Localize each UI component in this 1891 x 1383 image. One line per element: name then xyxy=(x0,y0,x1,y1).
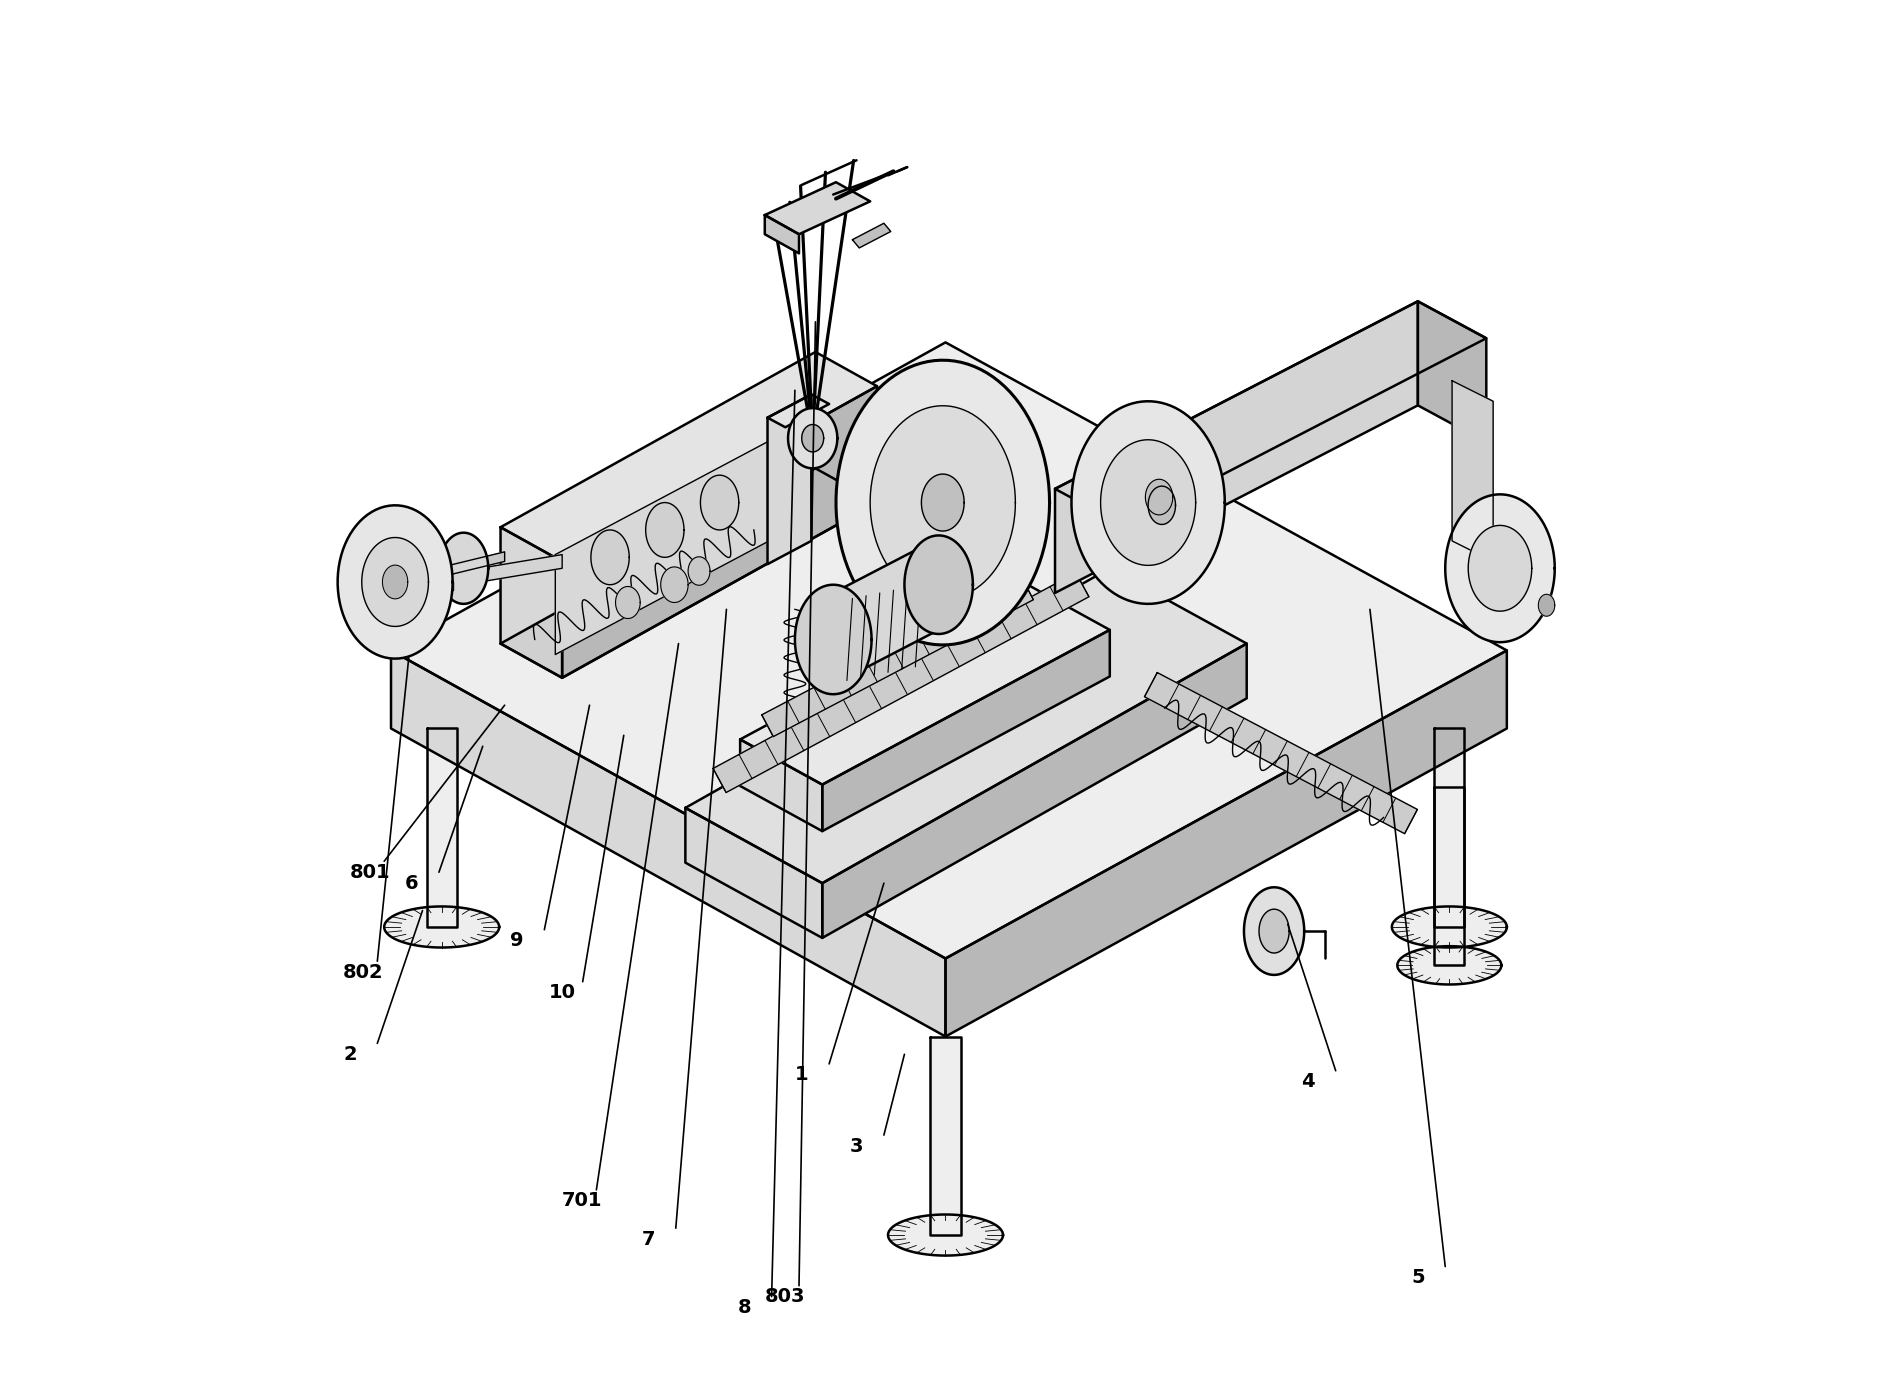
Polygon shape xyxy=(645,502,685,557)
Polygon shape xyxy=(1452,380,1494,561)
Polygon shape xyxy=(889,1214,1002,1256)
Polygon shape xyxy=(685,808,823,938)
Polygon shape xyxy=(1392,906,1507,947)
Polygon shape xyxy=(382,566,408,599)
Polygon shape xyxy=(427,729,458,927)
Polygon shape xyxy=(556,427,794,654)
Polygon shape xyxy=(391,343,1507,958)
Polygon shape xyxy=(1539,595,1554,617)
Polygon shape xyxy=(1244,888,1305,975)
Polygon shape xyxy=(768,394,811,564)
Text: 2: 2 xyxy=(342,1044,357,1064)
Polygon shape xyxy=(408,552,505,585)
Text: 6: 6 xyxy=(405,874,418,892)
Polygon shape xyxy=(1259,909,1290,953)
Polygon shape xyxy=(739,585,1110,784)
Polygon shape xyxy=(946,650,1507,1036)
Text: 7: 7 xyxy=(641,1229,654,1249)
Polygon shape xyxy=(616,586,641,618)
Polygon shape xyxy=(768,394,828,427)
Polygon shape xyxy=(384,906,499,947)
Polygon shape xyxy=(921,474,964,531)
Polygon shape xyxy=(1467,526,1532,611)
Polygon shape xyxy=(688,557,709,585)
Polygon shape xyxy=(1433,787,1464,965)
Polygon shape xyxy=(764,214,800,253)
Polygon shape xyxy=(1144,672,1418,834)
Polygon shape xyxy=(501,469,877,678)
Text: 10: 10 xyxy=(548,983,575,1003)
Polygon shape xyxy=(1072,401,1225,604)
Polygon shape xyxy=(794,585,872,694)
Text: 8: 8 xyxy=(737,1299,751,1317)
Polygon shape xyxy=(789,408,838,469)
Text: 9: 9 xyxy=(511,931,524,950)
Text: 701: 701 xyxy=(562,1191,603,1210)
Text: 1: 1 xyxy=(794,1065,809,1084)
Polygon shape xyxy=(764,183,870,234)
Polygon shape xyxy=(904,535,972,633)
Polygon shape xyxy=(853,223,891,248)
Text: 802: 802 xyxy=(342,963,384,982)
Polygon shape xyxy=(1148,487,1176,524)
Polygon shape xyxy=(802,425,824,452)
Polygon shape xyxy=(412,582,452,591)
Polygon shape xyxy=(836,360,1050,644)
Text: 3: 3 xyxy=(849,1137,862,1156)
Polygon shape xyxy=(590,530,630,585)
Polygon shape xyxy=(870,405,1015,599)
Polygon shape xyxy=(823,643,1246,938)
Polygon shape xyxy=(1418,301,1486,443)
Polygon shape xyxy=(1433,729,1464,927)
Polygon shape xyxy=(739,740,823,831)
Polygon shape xyxy=(1397,946,1501,985)
Text: 4: 4 xyxy=(1301,1072,1314,1091)
Polygon shape xyxy=(700,476,739,530)
Polygon shape xyxy=(1055,301,1486,526)
Polygon shape xyxy=(1101,440,1195,566)
Polygon shape xyxy=(338,505,452,658)
Polygon shape xyxy=(660,567,688,603)
Polygon shape xyxy=(1445,494,1554,642)
Polygon shape xyxy=(501,351,877,561)
Polygon shape xyxy=(361,538,429,626)
Polygon shape xyxy=(562,386,877,678)
Text: 801: 801 xyxy=(350,863,391,882)
Polygon shape xyxy=(439,532,488,604)
Polygon shape xyxy=(713,573,1089,792)
Polygon shape xyxy=(930,1036,961,1235)
Polygon shape xyxy=(501,527,562,678)
Polygon shape xyxy=(834,538,938,685)
Text: 5: 5 xyxy=(1411,1268,1424,1288)
Polygon shape xyxy=(391,650,946,1036)
Polygon shape xyxy=(823,629,1110,831)
Text: 803: 803 xyxy=(764,1288,806,1306)
Polygon shape xyxy=(685,568,1246,884)
Polygon shape xyxy=(463,555,562,585)
Polygon shape xyxy=(762,578,1032,737)
Polygon shape xyxy=(1146,480,1172,514)
Polygon shape xyxy=(1055,301,1418,593)
